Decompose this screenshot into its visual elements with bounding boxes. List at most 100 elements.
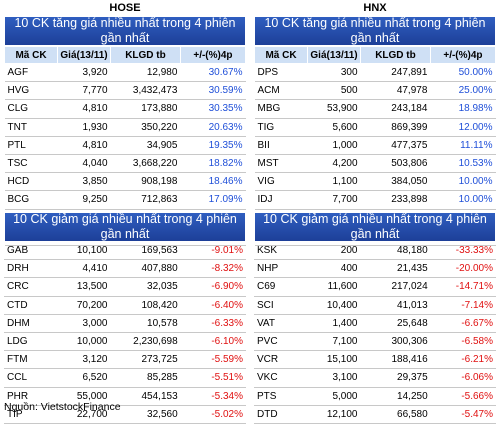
stock-table: GAB 10,100 169,563 -9.01% DRH 4,410 407,880 -8.…: [4, 242, 246, 424]
stock-code: C69: [254, 277, 308, 297]
panel-title: 10 CK giảm giá nhiều nhất trong 4 phiên …: [254, 212, 496, 242]
table-row: DTD 12,100 66,580 -5.47%: [254, 405, 496, 424]
avg-volume: 10,578: [110, 314, 181, 333]
price: 5,600: [307, 118, 361, 137]
price: 13,500: [57, 277, 111, 297]
price: 11,600: [307, 277, 361, 297]
change-percent: 18.46%: [180, 172, 246, 192]
table-row: MBG 53,900 243,184 18.98%: [254, 99, 496, 119]
stock-code: HVG: [4, 81, 58, 101]
price: 5,000: [307, 387, 361, 406]
stock-code: ACM: [254, 81, 308, 101]
avg-volume: 34,905: [110, 136, 181, 155]
table-row: VAT 1,400 25,648 -6.67%: [254, 314, 496, 333]
price: 4,810: [57, 136, 111, 155]
price: 10,100: [57, 242, 111, 261]
table-row: SCI 10,400 41,013 -7.14%: [254, 296, 496, 315]
table-row: CTD 70,200 108,420 -6.40%: [4, 296, 246, 315]
change-percent: 10.00%: [430, 172, 496, 192]
stock-code: FTM: [4, 350, 58, 370]
panel-title: 10 CK tăng giá nhiều nhất trong 4 phiên …: [254, 16, 496, 46]
avg-volume: 384,050: [360, 172, 431, 192]
avg-volume: 48,180: [360, 242, 431, 261]
avg-volume: 14,250: [360, 387, 431, 406]
price: 7,700: [307, 190, 361, 210]
stock-code: PHR: [4, 387, 58, 406]
stock-code: SCI: [254, 296, 308, 315]
price: 53,900: [307, 99, 361, 119]
stock-code: DTD: [254, 405, 308, 424]
stock-code: TNT: [4, 118, 58, 137]
price: 500: [307, 81, 361, 101]
avg-volume: 3,668,220: [110, 154, 181, 174]
avg-volume: 12,980: [110, 63, 181, 83]
change-percent: -6.10%: [180, 332, 246, 352]
price: 400: [307, 259, 361, 279]
avg-volume: 85,285: [110, 368, 181, 388]
panel-title: 10 CK giảm giá nhiều nhất trong 4 phiên …: [4, 212, 246, 242]
source-note: Nguồn: VietstockFinance: [4, 401, 121, 413]
avg-volume: 2,230,698: [110, 332, 181, 352]
avg-volume: 66,580: [360, 405, 431, 424]
avg-volume: 29,375: [360, 368, 431, 388]
table-row: BCG 9,250 712,863 17.09%: [4, 190, 246, 210]
stock-code: BCG: [4, 190, 58, 210]
price: 3,000: [57, 314, 111, 333]
stock-code: MBG: [254, 99, 308, 119]
table-row: PHR 55,000 454,153 -5.34%: [4, 387, 246, 406]
price: 7,770: [57, 81, 111, 101]
column-header: Giá(13/11): [57, 46, 112, 64]
price: 1,100: [307, 172, 361, 192]
price: 4,810: [57, 99, 111, 119]
price: 10,000: [57, 332, 111, 352]
stock-code: BII: [254, 136, 308, 155]
header-row: Mã CK Giá(13/11) KLGD tb +/-(%)4p: [3, 46, 247, 64]
hose-label: HOSE: [109, 2, 141, 14]
stock-code: LDG: [4, 332, 58, 352]
price: 4,040: [57, 154, 111, 174]
change-percent: -6.06%: [430, 368, 496, 388]
change-percent: -6.40%: [180, 296, 246, 315]
change-percent: -7.14%: [430, 296, 496, 315]
price: 4,200: [307, 154, 361, 174]
change-percent: 19.35%: [180, 136, 246, 155]
avg-volume: 173,880: [110, 99, 181, 119]
stock-code: PVC: [254, 332, 308, 352]
price: 1,000: [307, 136, 361, 155]
price: 10,400: [307, 296, 361, 315]
table-row: TSC 4,040 3,668,220 18.82%: [4, 154, 246, 174]
table-row: KSK 200 48,180 -33.33%: [254, 242, 496, 261]
table-row: DRH 4,410 407,880 -8.32%: [4, 259, 246, 279]
change-percent: 50.00%: [430, 63, 496, 83]
column-header: Giá(13/11): [307, 46, 362, 64]
table-row: CCL 6,520 85,285 -5.51%: [4, 368, 246, 388]
stock-code: PTS: [254, 387, 308, 406]
stock-code: CCL: [4, 368, 58, 388]
change-percent: -5.66%: [430, 387, 496, 406]
avg-volume: 47,978: [360, 81, 431, 101]
table-row: FTM 3,120 273,725 -5.59%: [4, 350, 246, 370]
change-percent: -5.47%: [430, 405, 496, 424]
price: 6,520: [57, 368, 111, 388]
stock-table: KSK 200 48,180 -33.33% NHP 400 21,435 -20.00% C6…: [254, 242, 496, 424]
table-row: AGF 3,920 12,980 30.67%: [4, 63, 246, 83]
table-row: VCR 15,100 188,416 -6.21%: [254, 350, 496, 370]
change-percent: -5.34%: [180, 387, 246, 406]
change-percent: 30.35%: [180, 99, 246, 119]
stock-code: CLG: [4, 99, 58, 119]
avg-volume: 407,880: [110, 259, 181, 279]
stock-code: DRH: [4, 259, 58, 279]
table-row: DPS 300 247,891 50.00%: [254, 63, 496, 83]
avg-volume: 233,898: [360, 190, 431, 210]
column-header: +/-(%)4p: [429, 46, 497, 64]
avg-volume: 3,432,473: [110, 81, 181, 101]
price: 7,100: [307, 332, 361, 352]
stock-code: VIG: [254, 172, 308, 192]
avg-volume: 21,435: [360, 259, 431, 279]
stock-code: NHP: [254, 259, 308, 279]
column-header: KLGD tb: [360, 46, 431, 64]
change-percent: -6.58%: [430, 332, 496, 352]
price: 3,120: [57, 350, 111, 370]
change-percent: -5.59%: [180, 350, 246, 370]
table-row: VKC 3,100 29,375 -6.06%: [254, 368, 496, 388]
